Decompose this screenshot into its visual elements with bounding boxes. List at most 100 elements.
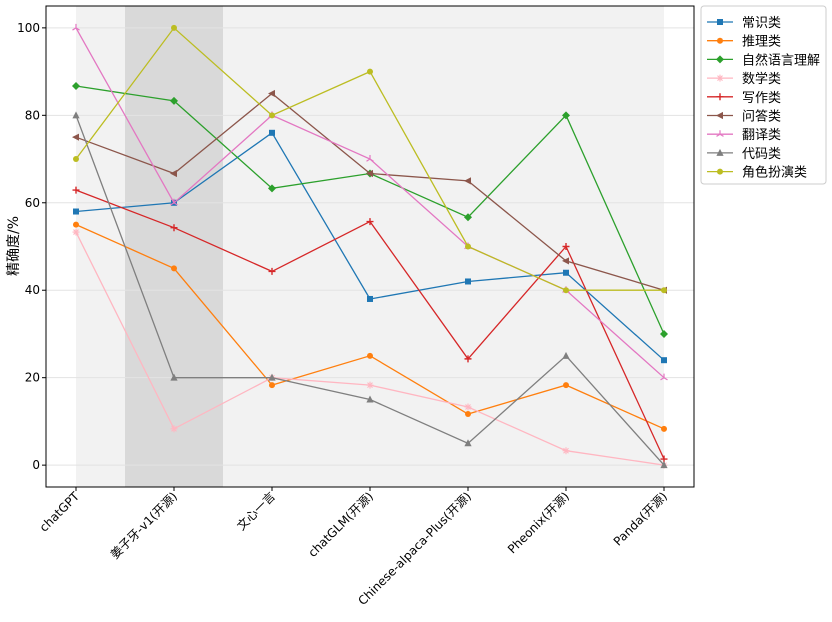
series-9: [73, 24, 667, 294]
legend-item: 数学类: [707, 71, 781, 87]
data-point: [716, 55, 724, 64]
series-2: [73, 221, 667, 432]
y-axis-label: 精确度/%: [6, 216, 22, 276]
data-point: [562, 351, 570, 359]
data-point: [72, 23, 80, 31]
legend-label: 数学类: [742, 71, 781, 87]
data-point: [661, 425, 667, 432]
data-point: [170, 169, 177, 178]
data-point: [465, 410, 471, 417]
legend-item: 角色扮演类: [707, 165, 807, 181]
data-point: [171, 265, 177, 272]
y-tick-label: 0: [32, 458, 40, 472]
data-point: [268, 184, 276, 193]
legend-label: 问答类: [742, 109, 781, 125]
data-point: [366, 169, 373, 178]
legend-label: 自然语言理解: [742, 52, 820, 68]
data-point: [269, 382, 275, 389]
series-5: [72, 186, 668, 463]
data-point: [717, 19, 723, 25]
data-point: [367, 352, 373, 359]
data-point: [170, 224, 178, 232]
legend-item: 自然语言理解: [707, 52, 820, 68]
y-tick-label: 80: [25, 108, 40, 122]
data-point: [72, 133, 79, 141]
data-point: [562, 447, 570, 455]
data-point: [170, 373, 178, 381]
data-point: [367, 68, 373, 75]
data-point: [465, 243, 471, 250]
data-point: [366, 155, 374, 162]
y-tick-label: 60: [25, 196, 40, 210]
legend-label: 代码类: [742, 147, 781, 162]
data-point: [464, 403, 472, 411]
data-point: [716, 148, 724, 156]
data-point: [716, 93, 724, 101]
data-point: [269, 129, 275, 136]
series-layer: [72, 23, 668, 469]
x-ticks: chatGPT 姜子牙-v1(开源) 文心一言 chatGLM(开源)Chinese-…: [37, 487, 670, 608]
legend-item: 代码类: [707, 147, 781, 162]
grid: [46, 27, 694, 466]
legend-item: 推理类: [707, 35, 781, 50]
legend-label: 推理类: [742, 35, 781, 50]
data-point: [72, 82, 80, 91]
data-point: [366, 395, 374, 403]
x-tick-label: Chinese-alpaca-Plus(开源): [355, 489, 474, 608]
data-point: [716, 74, 724, 82]
data-point: [716, 130, 724, 137]
data-point: [268, 89, 275, 98]
data-point: [660, 329, 668, 338]
data-point: [465, 278, 471, 285]
data-point: [464, 439, 472, 447]
data-point: [366, 381, 374, 389]
legend-item: 问答类: [707, 109, 781, 125]
legend-item: 写作类: [707, 91, 781, 106]
legend-label: 常识类: [742, 16, 781, 31]
data-point: [563, 382, 569, 389]
x-tick-label: 文心一言: [234, 489, 279, 534]
data-point: [661, 287, 667, 294]
x-tick-label: Panda(开源): [611, 489, 670, 548]
data-point: [464, 177, 471, 185]
x-tick-label: Pheonix(开源): [505, 489, 572, 556]
legend-label: 翻译类: [742, 128, 781, 143]
data-point: [562, 243, 570, 250]
legend-item: 翻译类: [707, 128, 781, 143]
data-point: [366, 218, 374, 226]
legend-box: [700, 5, 827, 185]
y-ticks: 0 20 40 60 80 100: [17, 21, 46, 472]
data-point: [170, 198, 178, 206]
data-point: [563, 269, 569, 276]
series-8: [72, 111, 668, 469]
data-point: [464, 355, 472, 363]
data-point: [72, 186, 80, 194]
y-tick-label: 100: [17, 21, 40, 35]
x-tick-label: chatGLM(开源): [305, 489, 376, 560]
data-point: [367, 295, 373, 302]
data-point: [716, 111, 723, 120]
data-point: [268, 267, 276, 275]
data-point: [562, 111, 570, 120]
data-point: [562, 257, 569, 265]
data-point: [73, 156, 79, 163]
legend-label: 角色扮演类: [742, 165, 807, 181]
data-point: [563, 287, 569, 294]
data-point: [73, 208, 79, 215]
data-point: [268, 373, 276, 381]
data-point: [170, 425, 178, 433]
legend-label: 写作类: [742, 91, 781, 106]
data-point: [661, 357, 667, 364]
y-tick-label: 20: [25, 371, 40, 385]
x-tick-label: 姜子牙-v1(开源): [108, 489, 180, 561]
data-point: [171, 24, 177, 31]
data-point: [73, 221, 79, 228]
data-point: [660, 373, 668, 381]
plot-background: [76, 6, 664, 487]
dark-band: [125, 6, 223, 487]
data-point: [717, 37, 723, 44]
data-point: [72, 111, 80, 119]
data-point: [660, 461, 668, 469]
